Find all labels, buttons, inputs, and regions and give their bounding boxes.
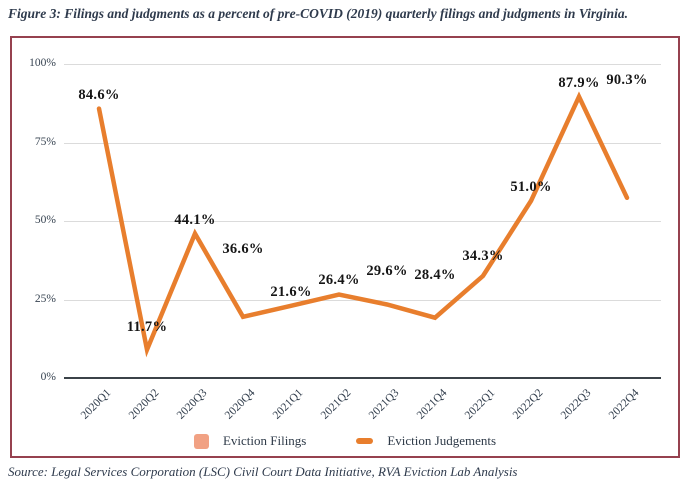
value-label-2020Q2: 11.7% — [126, 319, 168, 336]
value-label-2022Q3: 87.9% — [558, 74, 600, 91]
value-label-2022Q1: 34.3% — [462, 248, 504, 265]
filings-swatch-icon — [193, 433, 209, 449]
y-axis-tick-label: 50% — [34, 214, 56, 226]
value-label-2022Q4: 90.3% — [606, 72, 648, 89]
y-axis-tick-label: 100% — [29, 57, 56, 69]
chart-panel: 100% 75% 50% 25% 0% 84.6% 11.7% 44.1% 36.6% 21.6%… — [10, 36, 680, 458]
y-axis-tick-label: 75% — [34, 135, 56, 148]
value-label-2020Q3: 44.1% — [174, 211, 216, 228]
value-label-2020Q1: 84.6% — [78, 86, 120, 103]
legend-label-judgements: Eviction Judgements — [387, 433, 497, 448]
y-gridline — [64, 299, 661, 301]
source-note: Source: Legal Services Corporation (LSC)… — [8, 464, 518, 479]
y-gridline — [64, 64, 661, 65]
value-label-2021Q4: 28.4% — [414, 266, 456, 283]
figure-title: Figure 3: Filings and judgments as a per… — [8, 6, 628, 21]
legend-label-filings: Eviction Filings — [222, 433, 307, 448]
chart-legend: Eviction Filings Eviction Judgements — [12, 430, 678, 452]
x-axis-line — [64, 377, 661, 379]
value-label-2020Q4: 36.6% — [222, 241, 264, 258]
y-gridline — [64, 221, 661, 222]
value-label-2022Q2: 51.0% — [510, 178, 552, 195]
y-axis-tick-label: 0% — [40, 371, 56, 383]
plot-area: 100% 75% 50% 25% 0% 84.6% 11.7% 44.1% 36.6% 21.6%… — [12, 38, 678, 456]
y-gridline — [64, 142, 661, 144]
y-axis-tick-label: 25% — [34, 292, 56, 305]
judgements-swatch-icon — [356, 438, 374, 444]
